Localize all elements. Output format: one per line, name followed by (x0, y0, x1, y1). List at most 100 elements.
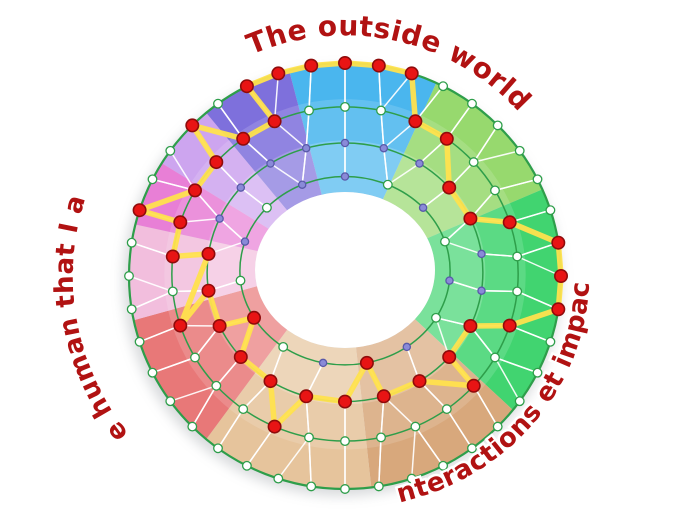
purple-node (477, 249, 486, 259)
white-node (165, 396, 176, 407)
red-node (201, 283, 216, 298)
white-node (213, 443, 223, 454)
white-node (126, 304, 137, 315)
highlight-path (136, 60, 564, 430)
white-node (147, 174, 158, 185)
white-node (545, 336, 556, 347)
white-node (514, 396, 525, 407)
white-node (241, 460, 252, 471)
inner-shading (164, 99, 526, 450)
white-node (440, 236, 450, 247)
white-node (490, 185, 500, 196)
white-node (410, 421, 421, 432)
purple-node (240, 237, 250, 246)
red-node (236, 131, 251, 146)
shade-band (204, 140, 486, 405)
donut-hole (255, 192, 435, 348)
white-node (376, 432, 386, 443)
white-node (340, 484, 350, 494)
red-node (173, 318, 188, 333)
label-human: The human that I am (0, 0, 134, 448)
sector-purple (206, 70, 322, 211)
purple-node (445, 276, 454, 285)
purple-node (340, 138, 350, 148)
red-node (263, 374, 278, 389)
red-node (271, 66, 286, 81)
white-node (438, 460, 449, 471)
sector-cyan (289, 63, 437, 200)
red-node (239, 79, 254, 94)
white-node (147, 367, 158, 378)
white-node (376, 105, 386, 116)
red-node (247, 310, 262, 325)
red-node (304, 58, 319, 73)
white-node (126, 237, 137, 248)
purple-node (379, 143, 389, 153)
red-node (267, 419, 282, 434)
red-node (212, 318, 227, 333)
highlight-nodes (132, 55, 568, 434)
purple-node (318, 358, 328, 368)
white-node (190, 352, 200, 363)
white-node (278, 341, 289, 352)
red-node (502, 318, 517, 333)
white-node (490, 352, 500, 363)
purple-node (236, 183, 246, 192)
purple-node (415, 159, 424, 168)
red-node (408, 114, 423, 129)
purple-node (301, 143, 311, 153)
red-node (404, 66, 419, 81)
purple-node (418, 203, 428, 212)
white-node (438, 81, 449, 92)
white-node (134, 336, 145, 347)
sector-magenta (135, 163, 269, 252)
white-node (340, 101, 350, 112)
white-node (406, 473, 417, 484)
white-node (514, 145, 525, 156)
sector-green-light (383, 83, 543, 239)
purple-node (477, 286, 486, 295)
white-node (235, 275, 246, 286)
red-node (463, 211, 478, 226)
white-node (340, 436, 350, 447)
white-node (492, 120, 503, 131)
red-node (188, 183, 203, 198)
white-node (512, 286, 523, 297)
red-node (412, 374, 427, 389)
purple-node (340, 172, 350, 181)
white-node (492, 421, 503, 432)
white-node (467, 443, 477, 454)
red-node (463, 318, 478, 333)
purple-node (266, 159, 275, 168)
red-node (267, 114, 282, 129)
red-node (209, 155, 224, 170)
purple-node (215, 214, 224, 223)
purple-node (402, 342, 412, 352)
white-node (124, 271, 134, 281)
white-node (441, 404, 452, 415)
white-node (211, 380, 222, 391)
purple-node (297, 180, 307, 189)
white-node (306, 481, 317, 492)
white-node (431, 312, 441, 323)
white-node (187, 421, 198, 432)
white-node (467, 98, 477, 109)
red-node (359, 355, 374, 370)
nodes (124, 81, 556, 494)
white-node (512, 251, 523, 262)
white-node (373, 481, 384, 492)
white-node (213, 98, 223, 109)
label-human-text: The human that I am (0, 0, 136, 450)
white-node (165, 145, 176, 156)
white-node (273, 473, 284, 484)
red-node (371, 58, 386, 73)
red-node (439, 131, 454, 146)
red-node (165, 249, 180, 264)
white-node (261, 202, 272, 213)
white-node (545, 205, 556, 216)
red-node (376, 389, 391, 404)
red-node (299, 389, 314, 404)
white-node (382, 179, 393, 190)
red-node (173, 215, 188, 230)
